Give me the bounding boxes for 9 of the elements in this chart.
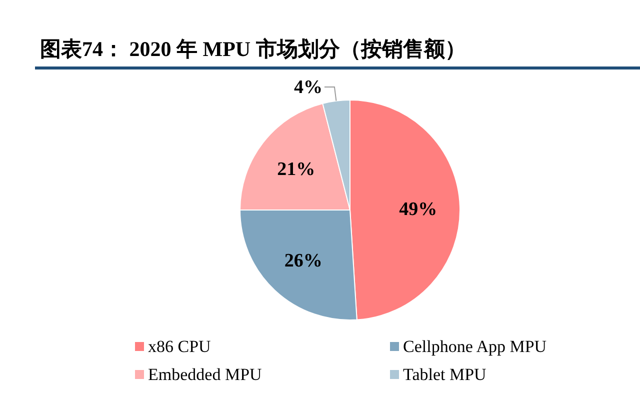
- legend-label: x86 CPU: [148, 337, 211, 356]
- data-label: 26%: [284, 250, 322, 272]
- data-label: 49%: [399, 198, 438, 220]
- chart-title: 图表74： 2020 年 MPU 市场划分（按销售额）: [40, 37, 466, 61]
- legend-label: Embedded MPU: [148, 365, 262, 384]
- data-label: 21%: [277, 159, 316, 180]
- data-label: 4%: [294, 76, 322, 98]
- legend-label: Tablet MPU: [403, 365, 486, 384]
- legend-label: Cellphone App MPU: [403, 337, 547, 356]
